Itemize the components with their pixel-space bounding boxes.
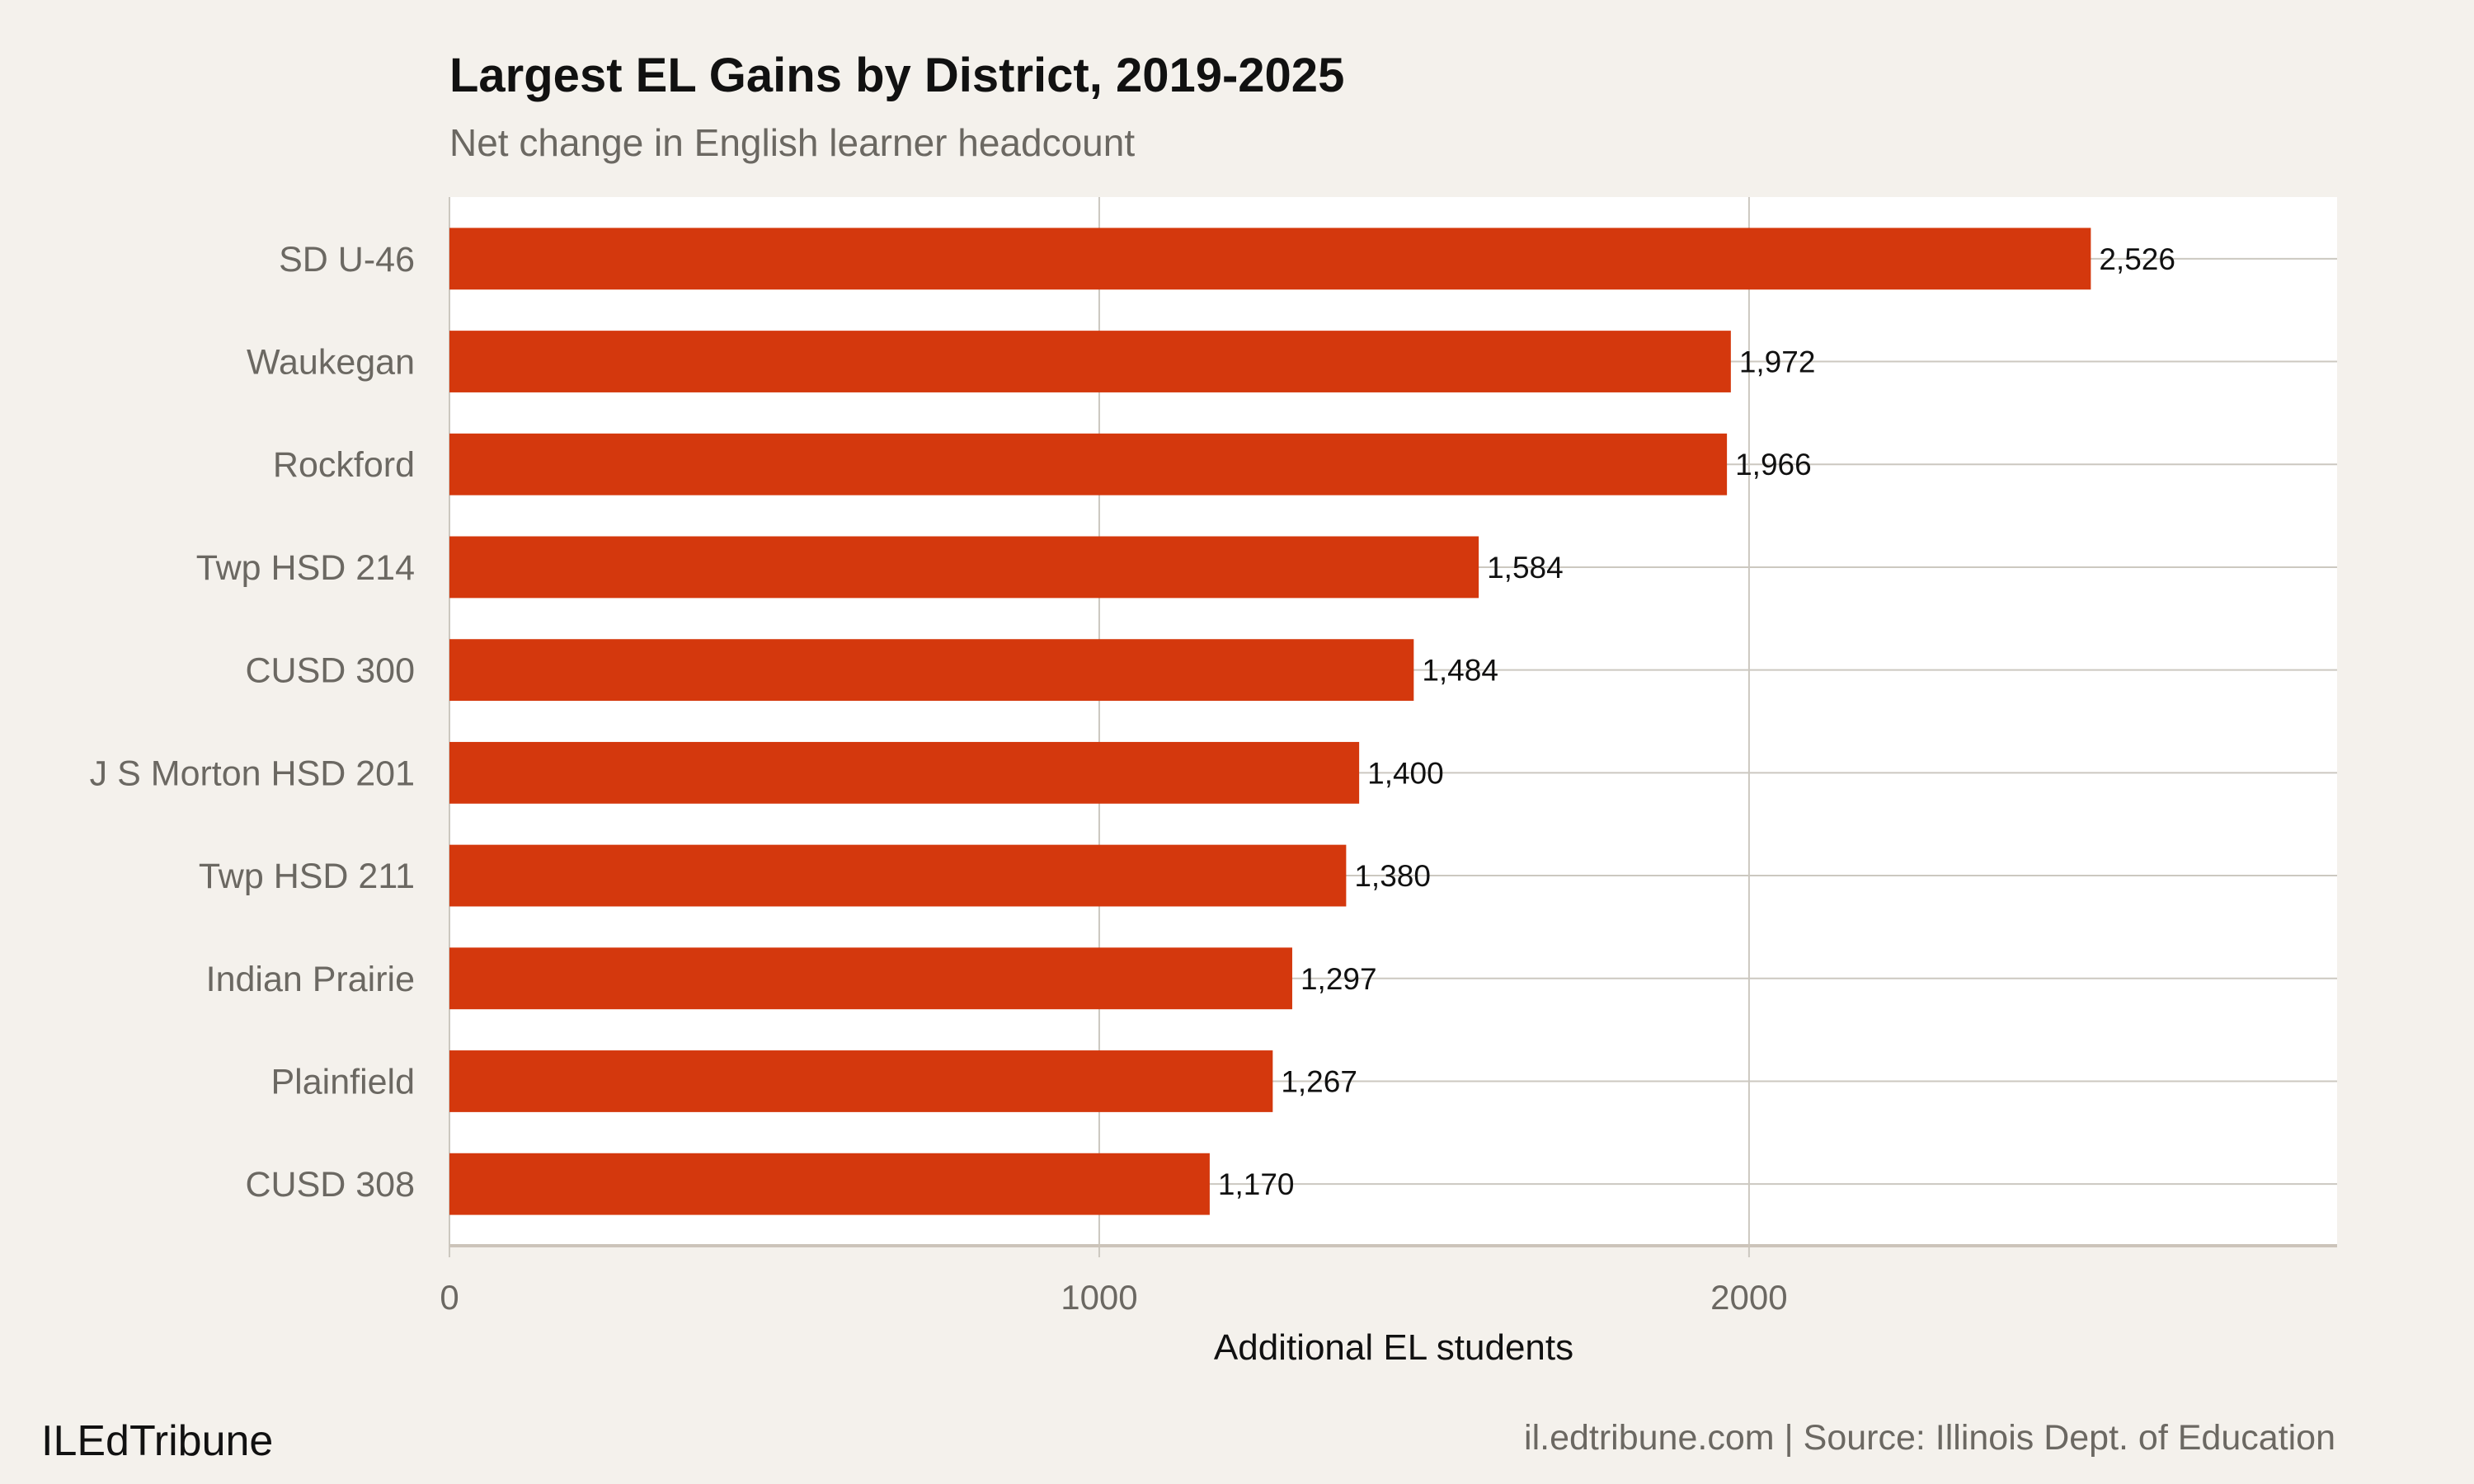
- bar-waukegan: [449, 331, 1731, 392]
- bar-cusd-300: [449, 639, 1414, 702]
- x-tick-label: 1000: [1061, 1278, 1137, 1317]
- y-tick-label: Twp HSD 214: [196, 548, 415, 588]
- data-label: 1,267: [1281, 1064, 1357, 1098]
- chart-title: Largest EL Gains by District, 2019-2025: [449, 49, 1344, 102]
- data-label: 1,484: [1422, 654, 1498, 688]
- data-label: 1,380: [1354, 859, 1431, 893]
- y-tick-label: Waukegan: [247, 343, 415, 383]
- y-tick-label: Indian Prairie: [206, 960, 415, 999]
- bar-sd-u-46: [449, 228, 2091, 290]
- data-label: 1,584: [1487, 551, 1564, 585]
- y-tick-label: Twp HSD 211: [199, 857, 415, 896]
- data-label: 1,170: [1218, 1167, 1295, 1201]
- y-tick-label: J S Morton HSD 201: [90, 754, 415, 793]
- chart-subtitle: Net change in English learner headcount: [449, 121, 1135, 164]
- x-tick-label: 2000: [1710, 1278, 1787, 1317]
- plot-area: 0 1000 2000 2,526 SD U-46 1,972 Waukegan 1,966 R…: [90, 197, 2337, 1317]
- y-tick-label: CUSD 300: [245, 651, 415, 691]
- bar-twp-hsd-214: [449, 536, 1479, 599]
- y-tick-label: Rockford: [273, 445, 415, 485]
- data-label: 1,966: [1735, 448, 1812, 481]
- data-label: 1,400: [1367, 756, 1444, 790]
- source-note: il.edtribune.com | Source: Illinois Dept…: [1524, 1418, 2335, 1458]
- bar-j-s-morton-hsd-201: [449, 741, 1360, 804]
- y-tick-label: SD U-46: [279, 240, 415, 279]
- bar-indian-prairie: [449, 947, 1292, 1010]
- bar-cusd-308: [449, 1153, 1210, 1215]
- bar-rockford: [449, 433, 1728, 495]
- brand-label: ILEdTribune: [41, 1417, 273, 1465]
- bar-twp-hsd-211: [449, 844, 1347, 907]
- x-tick-label: 0: [440, 1278, 459, 1317]
- x-axis-title: Additional EL students: [1214, 1327, 1573, 1368]
- y-tick-label: CUSD 308: [245, 1165, 415, 1205]
- y-tick-label: Plainfield: [271, 1062, 416, 1101]
- data-label: 1,297: [1300, 962, 1377, 996]
- data-label: 2,526: [2099, 242, 2175, 276]
- bar-plainfield: [449, 1050, 1273, 1112]
- data-label: 1,972: [1739, 345, 1816, 379]
